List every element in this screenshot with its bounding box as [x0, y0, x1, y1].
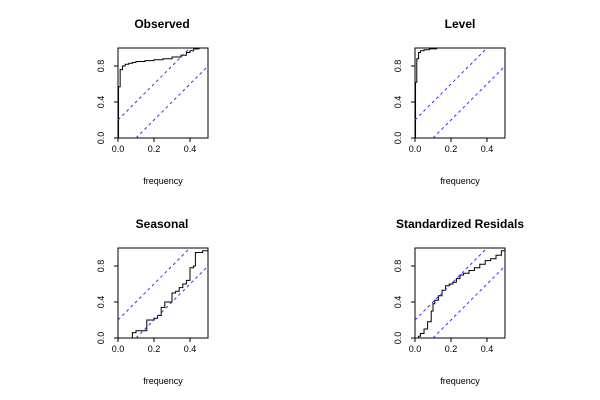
confidence-band-line — [415, 48, 488, 121]
y-tick-label: 0.8 — [96, 60, 106, 73]
y-tick-label: 0.0 — [96, 332, 106, 345]
y-tick-label: 0.0 — [96, 132, 106, 145]
x-tick-label: 0.2 — [445, 344, 458, 354]
confidence-band-line — [432, 265, 505, 338]
y-tick-label: 0.8 — [96, 260, 106, 273]
confidence-band-line — [118, 248, 191, 321]
x-tick-label: 0.4 — [184, 344, 197, 354]
plot-frame — [414, 247, 506, 339]
y-tick-label: 0.0 — [393, 132, 403, 145]
x-tick-label: 0.4 — [481, 344, 494, 354]
x-tick-label: 0.0 — [409, 344, 422, 354]
panel-title: Observed — [134, 17, 189, 31]
confidence-band-line — [432, 65, 505, 138]
panel-3: Seasonal 0.0 0.2 0.4 0.0 0.4 0.8 frequency — [96, 217, 209, 386]
panel-4: Standardized Residals 0.0 0.2 0.4 0.0 0.4 0.8 f… — [393, 217, 524, 386]
x-tick-label: 0.4 — [481, 144, 494, 154]
panel-title: Level — [445, 17, 476, 31]
y-tick-label: 0.8 — [393, 260, 403, 273]
x-axis-label: frequency — [440, 176, 480, 186]
x-tick-label: 0.2 — [445, 144, 458, 154]
x-axis-label: frequency — [143, 376, 183, 386]
cumulative-periodogram-line — [118, 248, 208, 338]
panel-title: Standardized Residals — [396, 217, 524, 231]
plot-frame — [117, 47, 209, 139]
plot-frame — [117, 247, 209, 339]
y-tick-label: 0.4 — [96, 296, 106, 309]
y-tick-label: 0.0 — [393, 332, 403, 345]
x-tick-label: 0.2 — [148, 344, 161, 354]
y-tick-label: 0.4 — [96, 96, 106, 109]
cumulative-periodogram-line — [415, 48, 505, 138]
x-axis-label: frequency — [440, 376, 480, 386]
x-tick-label: 0.0 — [112, 344, 125, 354]
panel-2: Level 0.0 0.2 0.4 0.0 0.4 0.8 frequency — [393, 17, 506, 186]
confidence-band-line — [135, 265, 208, 338]
confidence-band-line — [118, 48, 191, 121]
y-tick-label: 0.4 — [393, 296, 403, 309]
confidence-band-line — [135, 65, 208, 138]
plot-frame — [414, 47, 506, 139]
y-tick-label: 0.4 — [393, 96, 403, 109]
x-axis-label: frequency — [143, 176, 183, 186]
y-tick-label: 0.8 — [393, 60, 403, 73]
x-tick-label: 0.0 — [112, 144, 125, 154]
x-tick-label: 0.2 — [148, 144, 161, 154]
cumulative-periodogram-line — [415, 248, 505, 338]
x-tick-label: 0.0 — [409, 144, 422, 154]
panel-1: Observed 0.0 0.2 0.4 0.0 0.4 0.8 frequency — [96, 17, 209, 186]
x-tick-label: 0.4 — [184, 144, 197, 154]
panel-title: Seasonal — [136, 217, 189, 231]
cumulative-periodogram-line — [118, 48, 208, 138]
